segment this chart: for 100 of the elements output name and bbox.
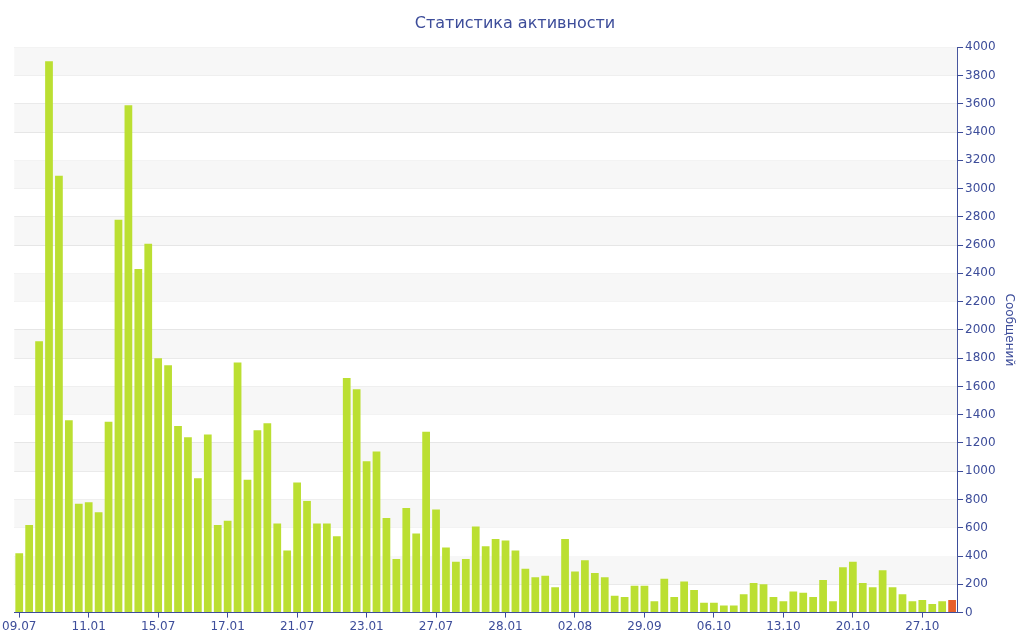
x-tick-label: 27.10 <box>905 618 940 633</box>
bar <box>650 601 659 613</box>
x-tick-label: 17.01 <box>210 618 245 633</box>
bar <box>829 601 837 613</box>
bar <box>769 597 778 613</box>
bar <box>471 526 480 613</box>
bar <box>660 578 669 613</box>
bar <box>710 602 718 613</box>
bar <box>164 365 172 613</box>
bar <box>600 577 609 613</box>
bar <box>461 558 470 613</box>
y-tick-label: 2200 <box>965 293 996 308</box>
bar <box>789 591 798 613</box>
y-tick-label: 0 <box>965 604 973 619</box>
bar <box>104 421 113 613</box>
bar <box>74 503 83 613</box>
y-tick-label: 800 <box>965 491 988 506</box>
bar <box>749 582 758 613</box>
bar <box>839 567 847 613</box>
x-tick-label: 28.01 <box>488 618 523 633</box>
x-tick-label: 11.01 <box>71 618 106 633</box>
bar <box>174 426 182 613</box>
bar <box>332 536 341 613</box>
bar <box>610 595 619 613</box>
bar <box>303 500 311 613</box>
bar <box>481 546 490 613</box>
bar <box>253 430 262 613</box>
bar <box>64 420 73 613</box>
bar <box>243 479 252 613</box>
bar <box>759 584 768 613</box>
x-tick-label: 27.07 <box>418 618 454 633</box>
bar <box>452 561 460 613</box>
y-tick-label: 2000 <box>965 322 996 337</box>
bar <box>35 341 43 613</box>
bar <box>45 61 53 613</box>
bar <box>868 587 877 613</box>
bar <box>779 601 788 613</box>
bar <box>938 601 947 613</box>
bar <box>809 597 818 613</box>
bar <box>898 594 907 613</box>
y-tick-label: 3000 <box>965 180 996 195</box>
y-tick-label: 3600 <box>965 95 996 110</box>
bar <box>352 389 361 613</box>
bar <box>819 580 827 613</box>
bar <box>590 573 599 613</box>
y-tick-label: 1800 <box>965 350 996 365</box>
bar <box>184 437 192 613</box>
bar <box>501 540 510 613</box>
bar <box>620 597 629 613</box>
y-tick-label: 4000 <box>965 39 996 54</box>
bar <box>15 553 24 613</box>
bar <box>918 599 927 613</box>
bar <box>442 547 450 613</box>
x-tick-label: 20.10 <box>835 618 871 633</box>
x-tick-label: 13.10 <box>766 618 801 633</box>
bar <box>928 604 937 613</box>
bar <box>581 560 589 613</box>
bar <box>719 605 728 613</box>
bar <box>323 523 331 613</box>
bar <box>233 362 242 613</box>
y-tick-label: 3200 <box>965 152 996 167</box>
bar <box>948 599 956 613</box>
bar <box>878 570 887 613</box>
bar <box>690 589 698 613</box>
bar <box>84 502 93 613</box>
bar <box>402 508 411 613</box>
bar <box>908 601 917 613</box>
bar <box>144 243 153 613</box>
x-tick-label: 06.10 <box>696 618 732 633</box>
bar <box>154 358 163 613</box>
bar <box>888 587 897 613</box>
bar <box>362 461 371 613</box>
bar <box>134 269 143 613</box>
y-tick-label: 1600 <box>965 378 996 393</box>
bar <box>283 550 292 613</box>
y-tick-label: 2600 <box>965 237 996 252</box>
bar <box>94 512 103 613</box>
bar <box>531 577 540 613</box>
bar <box>313 523 321 613</box>
chart-title: Статистика активности <box>414 12 616 32</box>
bar <box>124 105 133 613</box>
bar <box>491 539 500 613</box>
y-tick-label: 3400 <box>965 124 996 139</box>
bar <box>700 602 708 613</box>
bar <box>422 431 430 613</box>
bar <box>432 509 440 613</box>
bar <box>293 482 301 613</box>
bar <box>799 592 808 613</box>
bar <box>858 582 867 613</box>
bar <box>561 539 569 613</box>
y-tick-label: 1200 <box>965 435 996 450</box>
bar <box>342 377 351 613</box>
bar <box>392 558 401 613</box>
x-tick-label: 09.07 <box>2 618 37 633</box>
y-tick-label: 2800 <box>965 208 996 223</box>
bar <box>511 550 520 613</box>
bar <box>203 434 212 613</box>
bar <box>541 575 550 613</box>
y-tick-label: 400 <box>965 548 988 563</box>
y-tick-label: 3800 <box>965 67 996 82</box>
